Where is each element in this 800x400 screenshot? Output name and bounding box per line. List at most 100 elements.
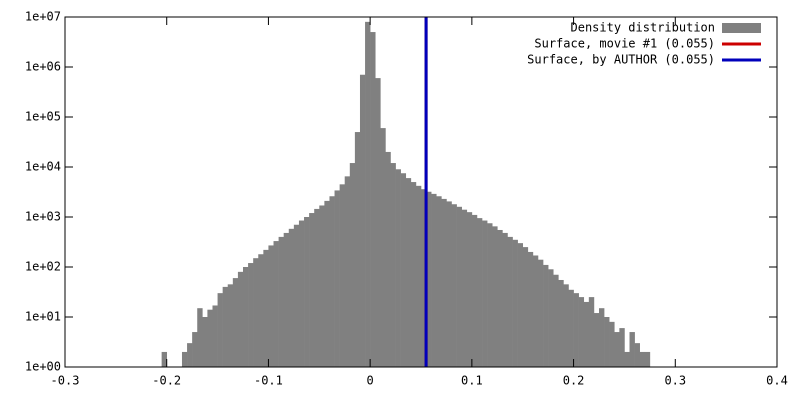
histogram-bar	[426, 191, 432, 367]
histogram-bar	[471, 214, 478, 367]
histogram-bar	[309, 213, 315, 367]
histogram-bar	[181, 351, 188, 367]
histogram-bar	[207, 309, 213, 367]
histogram-bar	[421, 189, 427, 367]
histogram-bar	[588, 297, 595, 367]
histogram-bar	[304, 217, 310, 367]
histogram-bar	[512, 239, 518, 367]
y-tick-label: 1e+00	[25, 360, 61, 374]
histogram-bar	[314, 208, 320, 367]
y-tick-label: 1e+03	[25, 210, 61, 224]
histogram-bar	[593, 313, 600, 367]
histogram-bar	[400, 173, 407, 367]
histogram-bar	[390, 163, 396, 367]
x-tick-label: 0.2	[563, 374, 585, 388]
histogram-bar	[527, 251, 534, 367]
histogram-bar	[283, 232, 290, 367]
histogram-bar	[604, 317, 610, 367]
histogram-bar	[639, 351, 646, 367]
histogram-bar	[487, 223, 493, 367]
histogram-bar	[563, 284, 569, 367]
histogram-bar	[161, 351, 168, 367]
histogram-bar	[543, 264, 549, 367]
histogram-bar	[298, 220, 305, 367]
histogram-bar	[243, 267, 249, 367]
histogram-bar	[324, 200, 330, 367]
histogram-bar	[273, 241, 279, 367]
histogram-bar	[466, 212, 473, 367]
histogram-bar	[197, 308, 203, 367]
legend-label: Surface, by AUTHOR (0.055)	[527, 53, 715, 67]
histogram-bar	[354, 132, 361, 367]
histogram-bar	[492, 226, 498, 367]
y-tick-label: 1e+02	[25, 260, 61, 274]
histogram-bar	[365, 21, 371, 368]
histogram-bar	[380, 128, 386, 367]
histogram-bar	[202, 317, 208, 367]
histogram-bar	[497, 229, 503, 367]
histogram-bar	[278, 236, 284, 367]
histogram-bar	[344, 176, 351, 367]
histogram-bar	[441, 198, 447, 367]
histogram-bar	[624, 351, 630, 367]
histogram-bar	[532, 255, 539, 367]
histogram-bar	[212, 305, 218, 367]
histogram-bar	[583, 301, 590, 367]
histogram-bar	[629, 332, 635, 367]
histogram-bar	[263, 249, 269, 367]
y-tick-label: 1e+07	[25, 10, 61, 24]
histogram-bar	[431, 193, 437, 367]
histogram-bar	[395, 169, 401, 367]
histogram-bar	[558, 279, 564, 367]
histogram-bar	[253, 258, 259, 367]
x-tick-label: 0	[367, 374, 374, 388]
histogram-bar	[339, 184, 346, 367]
histogram-bar	[553, 274, 559, 367]
histogram-bar	[268, 245, 274, 367]
histogram-bar	[522, 247, 529, 367]
histogram-bar	[436, 196, 442, 367]
histogram-bar	[329, 196, 335, 367]
histogram-bar	[415, 185, 422, 367]
histogram-bar	[619, 328, 625, 367]
y-tick-label: 1e+04	[25, 160, 61, 174]
histogram-bar	[568, 289, 574, 367]
histogram-bar	[293, 224, 300, 367]
histogram-bar	[476, 218, 483, 367]
histogram-bar	[644, 351, 651, 367]
histogram-bar	[222, 286, 229, 367]
legend-swatch	[722, 23, 761, 33]
histogram-bar	[446, 201, 452, 367]
histogram-bar	[410, 182, 417, 367]
y-tick-label: 1e+05	[25, 110, 61, 124]
histogram-bar	[456, 206, 462, 367]
histogram-bar	[405, 178, 412, 367]
y-tick-label: 1e+01	[25, 310, 61, 324]
x-tick-label: -0.3	[51, 374, 80, 388]
histogram-bar	[578, 297, 585, 367]
x-tick-label: -0.2	[152, 374, 181, 388]
histogram-bar	[248, 263, 254, 367]
histogram-bar	[599, 308, 605, 367]
histogram-bar	[232, 278, 239, 367]
histogram-bar	[237, 271, 244, 367]
histogram-bar	[227, 284, 234, 367]
histogram-bar	[334, 190, 340, 367]
histogram-bar	[349, 163, 356, 367]
histogram-bar	[187, 343, 193, 367]
plot-frame	[64, 16, 778, 368]
histogram-bar	[634, 343, 640, 367]
histogram-bar	[288, 228, 295, 367]
histogram-bar	[359, 74, 366, 368]
histogram-bar	[517, 243, 524, 367]
histogram-bar	[192, 332, 198, 367]
legend-label: Surface, movie #1 (0.055)	[534, 37, 715, 51]
histogram-bar	[609, 321, 615, 367]
histogram-bar	[482, 220, 488, 367]
histogram-bar	[319, 205, 325, 367]
histogram-bar	[258, 254, 264, 367]
x-tick-label: 0.4	[766, 374, 788, 388]
histogram-bar	[537, 259, 544, 367]
